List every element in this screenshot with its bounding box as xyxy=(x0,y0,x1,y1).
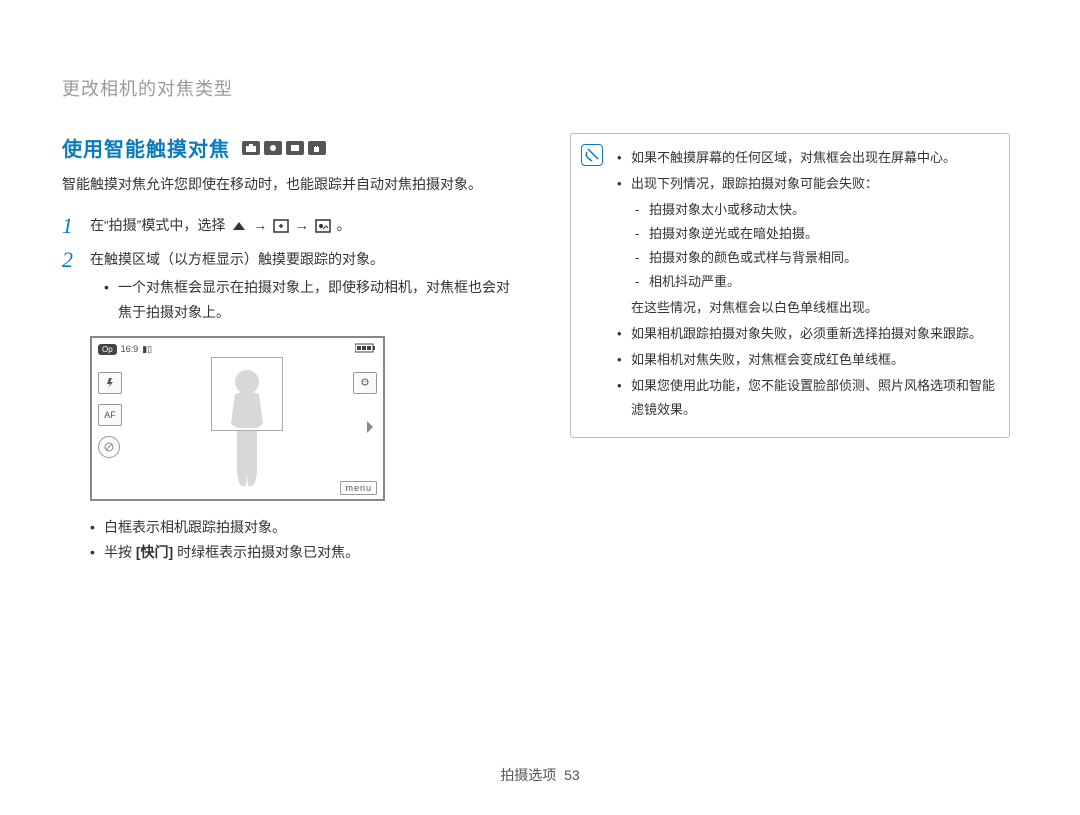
face-detect-icon xyxy=(353,372,377,394)
note-box: 如果不触摸屏幕的任何区域，对焦框会出现在屏幕中心。 出现下列情况，跟踪拍摄对象可… xyxy=(570,133,1010,438)
step-1: 1 在“拍摄”模式中，选择 → → 。 xyxy=(62,213,522,239)
after2-suffix: 时绿框表示拍摄对象已对焦。 xyxy=(173,544,359,560)
footer-section: 拍摄选项 xyxy=(500,767,556,783)
camera-icon xyxy=(242,141,260,155)
note-item: 如果相机对焦失败，对焦框会变成红色单线框。 xyxy=(617,348,995,372)
mode-badge-text: Op xyxy=(102,345,113,354)
page-number: 53 xyxy=(564,767,580,783)
menu-button-label: menu xyxy=(340,481,377,495)
step-2: 2 在触摸区域（以方框显示）触摸要跟踪的对象。 一个对焦框会显示在拍摄对象上，即… xyxy=(62,247,522,325)
note-after-text: 在这些情况，对焦框会以白色单线框出现。 xyxy=(631,296,995,320)
intro-text: 智能触摸对焦允许您即使在移动时，也能跟踪并自动对焦拍摄对象。 xyxy=(62,172,522,197)
af-icon: AF xyxy=(98,404,122,426)
breadcrumb: 更改相机的对焦类型 xyxy=(62,75,1018,101)
after-image-bullets: 白框表示相机跟踪拍摄对象。 半按 [快门] 时绿框表示拍摄对象已对焦。 xyxy=(62,515,522,564)
scene-icon xyxy=(286,141,304,155)
mode-icon-row xyxy=(242,141,326,155)
note-item: 如果不触摸屏幕的任何区域，对焦框会出现在屏幕中心。 xyxy=(617,146,995,170)
lcd-topbar: Op 16:9 ▮▯ xyxy=(92,338,383,360)
note-list: 如果不触摸屏幕的任何区域，对焦框会出现在屏幕中心。 出现下列情况，跟踪拍摄对象可… xyxy=(617,146,995,423)
focus-frame-icon xyxy=(273,219,289,233)
timer-off-icon xyxy=(98,436,120,458)
up-chevron-icon xyxy=(231,219,247,233)
note-dash-item: 相机抖动严重。 xyxy=(635,270,995,294)
lcd-left-icons: AF xyxy=(98,372,122,458)
camera-p-icon xyxy=(264,141,282,155)
step1-suffix: 。 xyxy=(337,217,351,233)
step-number: 1 xyxy=(62,213,80,239)
arrow-text: → xyxy=(253,217,271,233)
note-dash-list: 拍摄对象太小或移动太快。 拍摄对象逆光或在暗处拍摄。 拍摄对象的颜色或式样与背景… xyxy=(635,198,995,294)
section-heading: 使用智能触摸对焦 xyxy=(62,133,522,162)
mode-badge-icon: Op xyxy=(98,344,117,355)
note-dash-item: 拍摄对象逆光或在暗处拍摄。 xyxy=(635,222,995,246)
histogram-icon: ▮▯ xyxy=(142,344,152,355)
step-list: 1 在“拍摄”模式中，选择 → → 。 2 在触摸区域（以方框显示）触 xyxy=(62,213,522,325)
note-item: 如果相机跟踪拍摄对象失败，必须重新选择拍摄对象来跟踪。 xyxy=(617,322,995,346)
arrow-text-2: → xyxy=(295,217,313,233)
hand-icon xyxy=(308,141,326,155)
after-bullet-2: 半按 [快门] 时绿框表示拍摄对象已对焦。 xyxy=(90,540,522,565)
step-number: 2 xyxy=(62,247,80,325)
focus-frame xyxy=(212,358,282,430)
step2-bullets: 一个对焦框会显示在拍摄对象上，即使移动相机，对焦框也会对焦于拍摄对象上。 xyxy=(90,275,522,324)
note-dash-item: 拍摄对象的颜色或式样与背景相同。 xyxy=(635,246,995,270)
after2-prefix: 半按 xyxy=(104,544,136,560)
page-footer: 拍摄选项 53 xyxy=(0,765,1080,785)
note-item: 如果您使用此功能，您不能设置脸部侦测、照片风格选项和智能滤镜效果。 xyxy=(617,374,995,422)
flash-auto-icon xyxy=(98,372,122,394)
smart-touch-icon xyxy=(315,219,331,233)
lcd-right-icons xyxy=(353,372,377,394)
step-body: 在触摸区域（以方框显示）触摸要跟踪的对象。 一个对焦框会显示在拍摄对象上，即使移… xyxy=(90,247,522,325)
left-column: 使用智能触摸对焦 智能触摸对焦允许您即使在移动时，也能跟踪并自动对焦拍摄对象。 … xyxy=(62,133,522,564)
step-body: 在“拍摄”模式中，选择 → → 。 xyxy=(90,213,351,239)
content-columns: 使用智能触摸对焦 智能触摸对焦允许您即使在移动时，也能跟踪并自动对焦拍摄对象。 … xyxy=(62,133,1018,564)
play-icon xyxy=(363,416,377,438)
step2-bullet-1: 一个对焦框会显示在拍摄对象上，即使移动相机，对焦框也会对焦于拍摄对象上。 xyxy=(104,275,522,324)
step1-prefix: 在“拍摄”模式中，选择 xyxy=(90,217,229,233)
camera-lcd-illustration: Op 16:9 ▮▯ AF xyxy=(90,336,385,501)
right-column: 如果不触摸屏幕的任何区域，对焦框会出现在屏幕中心。 出现下列情况，跟踪拍摄对象可… xyxy=(570,133,1010,564)
note-item-text: 出现下列情况，跟踪拍摄对象可能会失败： xyxy=(631,176,878,191)
note-item: 出现下列情况，跟踪拍摄对象可能会失败： 拍摄对象太小或移动太快。 拍摄对象逆光或… xyxy=(617,172,995,320)
step2-text: 在触摸区域（以方框显示）触摸要跟踪的对象。 xyxy=(90,251,384,267)
section-title: 使用智能触摸对焦 xyxy=(62,133,230,162)
battery-icon xyxy=(355,343,377,355)
manual-page: 更改相机的对焦类型 使用智能触摸对焦 智能触摸对焦允许您即使在移动时，也能跟踪并… xyxy=(0,0,1080,815)
aspect-badge: 16:9 xyxy=(121,344,139,354)
note-dash-item: 拍摄对象太小或移动太快。 xyxy=(635,198,995,222)
after-bullet-1: 白框表示相机跟踪拍摄对象。 xyxy=(90,515,522,540)
shutter-bold: [快门] xyxy=(136,544,173,560)
note-info-icon xyxy=(581,144,603,166)
